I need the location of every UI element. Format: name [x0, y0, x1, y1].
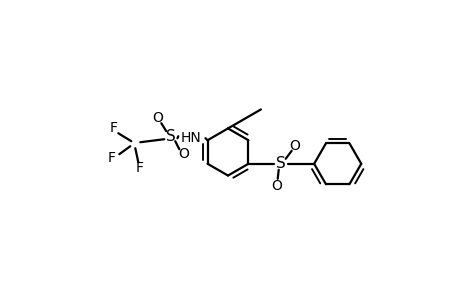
Text: F: F: [109, 121, 117, 135]
Text: F: F: [107, 151, 115, 165]
Text: O: O: [178, 147, 188, 161]
Text: S: S: [275, 156, 285, 171]
Text: HN: HN: [181, 131, 202, 145]
Text: O: O: [151, 111, 162, 125]
Text: O: O: [271, 179, 281, 193]
Text: O: O: [289, 139, 299, 153]
Text: F: F: [135, 161, 143, 175]
Text: S: S: [166, 129, 176, 144]
